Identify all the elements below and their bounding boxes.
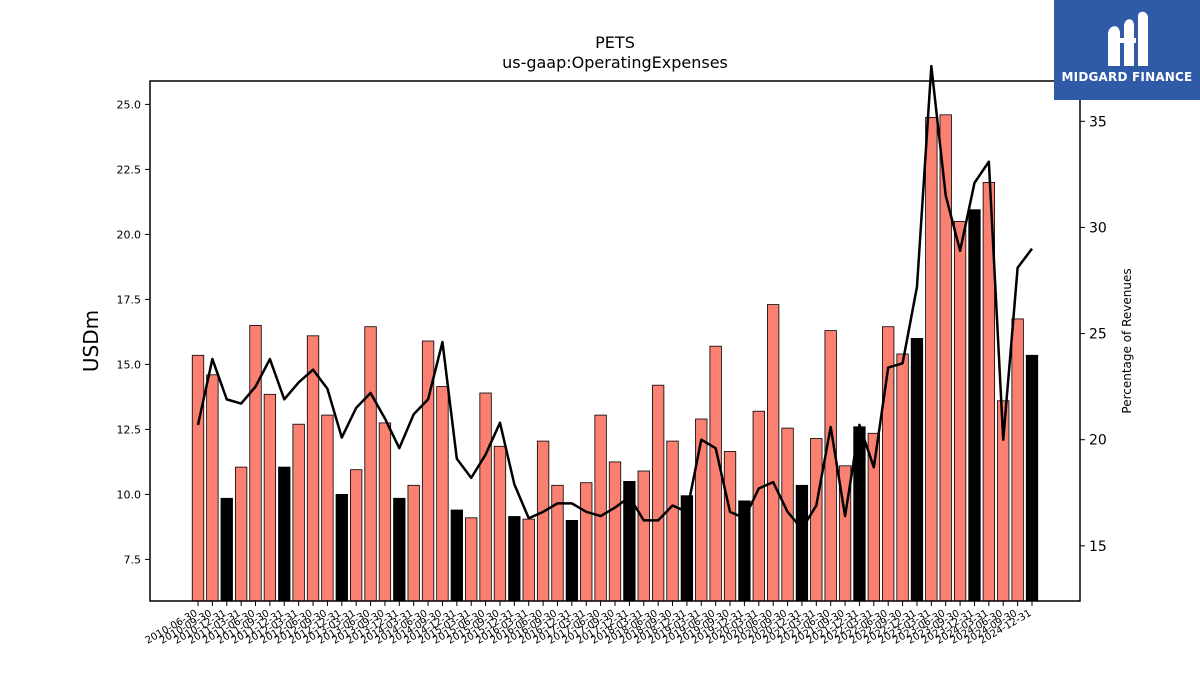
bar (1025, 354, 1039, 602)
bar (666, 440, 679, 602)
bar (465, 517, 478, 602)
bar (234, 466, 248, 602)
bar (608, 461, 622, 602)
y2-tick-label: 30 (1089, 220, 1107, 236)
line-layer (196, 64, 1033, 531)
percentage-line (196, 64, 1033, 531)
bar (263, 393, 277, 602)
bar (810, 438, 823, 602)
bar (723, 451, 737, 602)
bar (522, 518, 535, 602)
y2-tick-label: 15 (1089, 539, 1107, 555)
bar (795, 484, 809, 602)
bar (206, 374, 219, 602)
bar (752, 410, 765, 602)
bar (350, 469, 363, 602)
bar (953, 220, 967, 602)
y2-tick-label: 35 (1089, 114, 1107, 130)
bar (407, 484, 420, 602)
y-tick-label: 17.5 (117, 293, 142, 306)
logo-text: MIDGARD FINANCE (1061, 70, 1193, 84)
midgard-mark-icon (1108, 11, 1148, 67)
bar (450, 509, 463, 602)
bar (565, 520, 579, 602)
bar (781, 427, 794, 602)
bar (651, 384, 665, 602)
bar (536, 440, 550, 602)
bar (968, 209, 981, 602)
bar (393, 497, 406, 602)
y-tick-label: 25.0 (117, 98, 142, 111)
y2-tick-label: 20 (1089, 433, 1107, 449)
bar (1011, 318, 1024, 602)
midgard-finance-logo: MIDGARD FINANCE (1054, 0, 1200, 100)
y2-axis-label: Percentage of Revenues (1120, 268, 1134, 413)
y-axis-label: USDm (79, 310, 103, 372)
bar (191, 354, 205, 602)
bar (220, 497, 233, 602)
bar (594, 414, 607, 602)
y2-tick-label: 25 (1089, 327, 1107, 343)
y-tick-label: 15.0 (117, 358, 142, 371)
y2-axis: 15 20 25 30 35 (1080, 114, 1107, 555)
bar (436, 386, 449, 602)
bar (896, 353, 909, 602)
bar (695, 418, 708, 602)
bar (493, 445, 507, 602)
bar (709, 345, 722, 602)
bar (910, 337, 924, 602)
bar (378, 422, 392, 602)
y-tick-label: 12.5 (117, 423, 142, 436)
bar (580, 482, 593, 602)
y-tick-label: 7.5 (124, 553, 142, 566)
bar (249, 324, 262, 602)
bar (335, 493, 348, 602)
bar (824, 330, 837, 602)
bars-layer (191, 114, 1039, 602)
bar (479, 392, 492, 602)
bar (925, 117, 938, 602)
bar (364, 326, 377, 602)
bar (278, 466, 291, 602)
x-axis: 2010-06-302010-09-302010-12-312011-03-31… (144, 601, 1034, 647)
bar (508, 516, 521, 602)
y-axis: 7.5 10.0 12.5 15.0 17.5 20.0 22.5 25.0 (117, 98, 150, 566)
y-tick-label: 20.0 (117, 228, 142, 241)
chart-title: PETS (595, 33, 635, 52)
y-tick-label: 10.0 (117, 488, 142, 501)
bar (767, 304, 780, 602)
y-tick-label: 22.5 (117, 163, 142, 176)
bar (637, 470, 650, 602)
bar (292, 423, 305, 602)
bar (321, 414, 334, 602)
chart-subtitle: us-gaap:OperatingExpenses (502, 53, 728, 72)
